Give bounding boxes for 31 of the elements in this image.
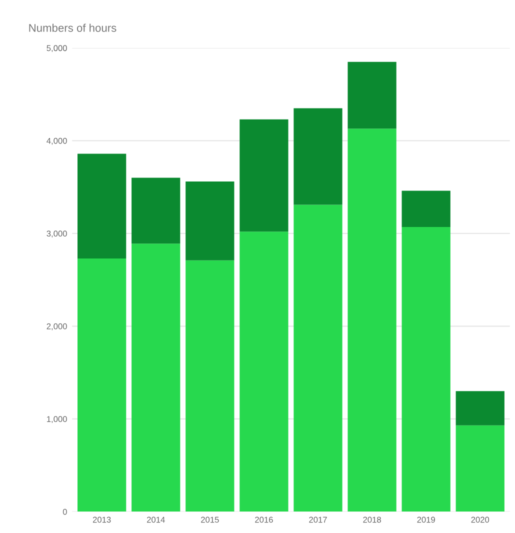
bar — [132, 178, 180, 244]
bar — [348, 128, 396, 512]
bar — [132, 244, 180, 512]
bar — [456, 391, 504, 426]
x-tick-label: 2019 — [417, 516, 435, 523]
x-tick-label: 2014 — [147, 516, 165, 523]
bar — [456, 425, 504, 512]
bar — [186, 182, 234, 260]
x-tick-label: 2013 — [92, 516, 111, 523]
bar — [240, 232, 288, 512]
y-tick-label: 0 — [62, 508, 67, 515]
x-tick-label: 2017 — [309, 516, 327, 523]
y-tick-label: 3,000 — [46, 230, 67, 238]
x-tick-label: 2020 — [471, 516, 490, 523]
bar — [186, 260, 234, 512]
y-tick-label: 1,000 — [47, 416, 67, 424]
bar — [294, 108, 342, 205]
bar — [348, 62, 396, 129]
y-tick-label: 2,000 — [46, 323, 67, 330]
y-axis-title: Numbers of hours — [29, 24, 116, 32]
x-tick-label: 2016 — [255, 516, 273, 523]
bar — [78, 258, 126, 512]
x-tick-label: 2018 — [363, 516, 381, 523]
x-tick-label: 2015 — [201, 516, 219, 523]
y-tick-label: 4,000 — [46, 138, 67, 145]
bar — [294, 204, 342, 512]
bar — [402, 190, 450, 227]
bar — [78, 154, 126, 258]
y-tick-label: 5,000 — [46, 45, 67, 52]
bar — [240, 119, 288, 232]
bar — [402, 226, 450, 512]
